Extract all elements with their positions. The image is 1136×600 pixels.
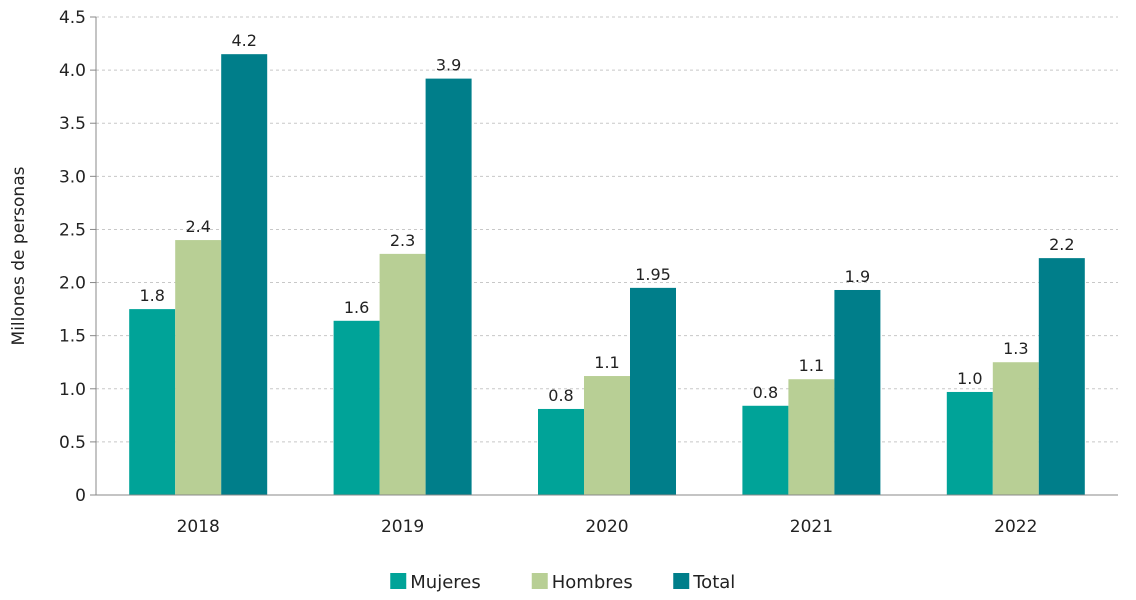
bar-total-2021 bbox=[834, 289, 881, 495]
bar-hombres-2020 bbox=[584, 376, 630, 495]
axes: 0 0.5 1.0 1.5 2.0 2.5 3.0 3.5 4.0 4.5 2018 2019 2020… bbox=[59, 8, 1118, 537]
y-tick-label: 1.5 bbox=[59, 327, 86, 347]
value-label-mujeres-2019: 1.6 bbox=[344, 298, 369, 317]
y-tick-label: 1.0 bbox=[59, 380, 86, 400]
bar-mujeres-2019 bbox=[333, 320, 380, 495]
legend-swatch-total bbox=[673, 573, 690, 589]
y-tick-label: 2.5 bbox=[59, 220, 86, 240]
x-tick-label: 2022 bbox=[994, 517, 1037, 537]
bar-total-2018 bbox=[221, 54, 268, 496]
bar-mujeres-2020 bbox=[538, 408, 584, 495]
value-label-total-2022: 2.2 bbox=[1049, 235, 1074, 254]
bar-hombres-2018 bbox=[175, 240, 222, 495]
value-label-total-2018: 4.2 bbox=[231, 31, 256, 50]
y-tick-label: 4.5 bbox=[59, 8, 86, 28]
value-label-mujeres-2022: 1.0 bbox=[957, 369, 982, 388]
value-label-total-2020: 1.95 bbox=[635, 265, 671, 284]
legend-swatch-hombres bbox=[531, 573, 548, 589]
legend-label-total: Total bbox=[692, 572, 735, 593]
bar-mujeres-2018 bbox=[129, 309, 176, 495]
value-label-hombres-2022: 1.3 bbox=[1003, 339, 1028, 358]
bar-mujeres-2021 bbox=[742, 405, 789, 495]
y-tick-label: 4.0 bbox=[59, 61, 86, 81]
y-axis-title: Millones de personas bbox=[9, 166, 29, 345]
value-label-hombres-2020: 1.1 bbox=[594, 353, 619, 372]
bar-total-2022 bbox=[1038, 258, 1085, 495]
value-labels: 1.8 2.4 4.2 1.6 2.3 3.9 0.8 1.1 1.95 0.8 1.1 1.9 1.0… bbox=[139, 31, 1074, 405]
legend-label-mujeres: Mujeres bbox=[410, 572, 480, 593]
bar-total-2019 bbox=[425, 78, 472, 495]
x-tick-label: 2019 bbox=[381, 517, 424, 537]
x-tick-label: 2018 bbox=[177, 517, 220, 537]
bar-hombres-2022 bbox=[992, 362, 1039, 495]
y-tick-label: 0.5 bbox=[59, 433, 86, 453]
y-tick-label: 0 bbox=[75, 486, 86, 506]
y-tick-label: 3.5 bbox=[59, 114, 86, 134]
bar-hombres-2019 bbox=[379, 253, 426, 495]
legend-swatch-mujeres bbox=[390, 573, 407, 589]
value-label-hombres-2019: 2.3 bbox=[390, 231, 415, 250]
value-label-mujeres-2020: 0.8 bbox=[548, 386, 573, 405]
bar-hombres-2021 bbox=[788, 379, 835, 495]
bars bbox=[129, 54, 1085, 496]
value-label-mujeres-2021: 0.8 bbox=[753, 383, 778, 402]
value-label-hombres-2018: 2.4 bbox=[185, 217, 210, 236]
x-tick-label: 2021 bbox=[790, 517, 833, 537]
y-tick-label: 3.0 bbox=[59, 167, 86, 187]
value-label-total-2021: 1.9 bbox=[845, 267, 870, 286]
value-label-total-2019: 3.9 bbox=[436, 56, 461, 75]
value-label-mujeres-2018: 1.8 bbox=[139, 286, 164, 305]
bar-mujeres-2022 bbox=[946, 391, 993, 495]
bar-total-2020 bbox=[630, 287, 676, 495]
value-label-hombres-2021: 1.1 bbox=[799, 356, 824, 375]
x-tick-label: 2020 bbox=[585, 517, 628, 537]
y-tick-label: 2.0 bbox=[59, 274, 86, 294]
legend: Mujeres Hombres Total bbox=[390, 572, 735, 593]
legend-label-hombres: Hombres bbox=[552, 572, 633, 593]
